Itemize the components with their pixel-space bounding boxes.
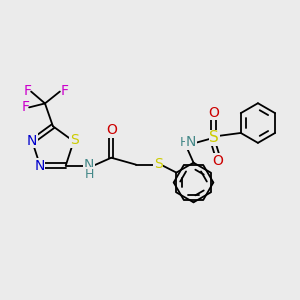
Text: O: O xyxy=(208,106,219,120)
Text: F: F xyxy=(23,84,31,98)
Text: H: H xyxy=(84,168,94,181)
Text: S: S xyxy=(70,133,79,147)
Text: N: N xyxy=(26,134,37,148)
Text: N: N xyxy=(34,159,45,173)
Text: N: N xyxy=(186,135,196,149)
Text: F: F xyxy=(21,100,29,114)
Text: O: O xyxy=(212,154,223,168)
Text: S: S xyxy=(209,130,219,146)
Text: F: F xyxy=(60,84,68,98)
Text: H: H xyxy=(180,136,189,149)
Text: N: N xyxy=(84,158,94,172)
Text: S: S xyxy=(154,157,163,171)
Text: O: O xyxy=(106,124,117,137)
